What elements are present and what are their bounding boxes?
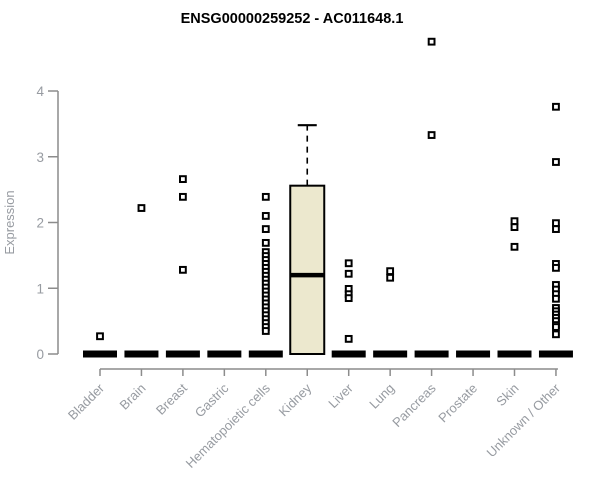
outlier-marker bbox=[261, 327, 270, 335]
outlier-marker bbox=[552, 294, 560, 303]
outlier-marker bbox=[427, 37, 436, 46]
outlier-marker bbox=[261, 238, 270, 247]
outlier-marker bbox=[552, 225, 560, 233]
outlier-marker bbox=[386, 267, 395, 276]
outlier-marker bbox=[179, 175, 187, 184]
box-group-skin bbox=[497, 217, 532, 358]
outlier-marker bbox=[261, 192, 270, 201]
box-group-hematopoietic-cells bbox=[248, 192, 283, 358]
box-group-gastric bbox=[207, 350, 242, 358]
chart-title: ENSG00000259252 - AC011648.1 bbox=[181, 11, 404, 27]
box-group-liver bbox=[331, 259, 366, 358]
collapsed-box bbox=[414, 350, 449, 358]
box-group-kidney bbox=[289, 124, 326, 355]
outlier-marker bbox=[510, 242, 519, 251]
y-tick-label: 0 bbox=[36, 347, 44, 362]
outlier-marker bbox=[552, 102, 560, 111]
collapsed-box bbox=[83, 350, 117, 358]
x-tick-label-brain: Brain bbox=[116, 381, 148, 413]
x-tick-label-prostate: Prostate bbox=[435, 381, 480, 426]
outlier-marker bbox=[552, 330, 560, 339]
x-tick-label-gastric: Gastric bbox=[192, 380, 232, 420]
outlier-marker bbox=[137, 204, 146, 212]
box-group-pancreas bbox=[414, 37, 449, 358]
collapsed-box bbox=[456, 350, 491, 358]
outlier-marker bbox=[179, 265, 187, 274]
collapsed-box bbox=[373, 350, 408, 358]
outlier-marker bbox=[510, 223, 519, 232]
collapsed-box bbox=[497, 350, 532, 358]
outlier-marker bbox=[344, 269, 353, 278]
x-tick-label-lung: Lung bbox=[366, 381, 397, 412]
box-group-lung bbox=[373, 267, 408, 358]
outlier-marker bbox=[427, 131, 436, 139]
collapsed-box bbox=[248, 350, 283, 358]
y-axis-title: Expression bbox=[2, 190, 17, 254]
outlier-marker bbox=[552, 158, 560, 166]
x-tick-label-bladder: Bladder bbox=[65, 380, 108, 423]
box-group-unknown-other bbox=[538, 102, 573, 358]
box-group-prostate bbox=[456, 350, 491, 358]
y-tick-label: 2 bbox=[36, 216, 44, 231]
outlier-marker bbox=[552, 263, 560, 272]
outlier-marker bbox=[261, 212, 270, 220]
x-tick-label-unknown-other: Unknown / Other bbox=[483, 380, 563, 460]
collapsed-box bbox=[538, 350, 573, 358]
x-tick-label-skin: Skin bbox=[493, 381, 521, 409]
box bbox=[289, 184, 326, 355]
outlier-marker bbox=[344, 334, 353, 343]
y-tick-label: 3 bbox=[36, 150, 44, 165]
x-tick-label-pancreas: Pancreas bbox=[389, 380, 439, 430]
outlier-marker bbox=[386, 273, 395, 282]
box-group-bladder bbox=[83, 332, 117, 358]
collapsed-box bbox=[124, 350, 159, 358]
y-tick-label: 1 bbox=[36, 281, 44, 296]
x-tick-label-liver: Liver bbox=[325, 380, 356, 411]
outlier-marker bbox=[179, 192, 187, 201]
outlier-marker bbox=[96, 332, 104, 341]
outlier-marker bbox=[261, 225, 270, 233]
outlier-marker bbox=[344, 259, 353, 268]
box-group-brain bbox=[124, 204, 159, 358]
outlier-marker bbox=[552, 323, 560, 331]
collapsed-box bbox=[165, 350, 200, 358]
y-tick-label: 4 bbox=[36, 84, 44, 99]
box-group-breast bbox=[165, 175, 200, 358]
y-axis: 0 1 2 3 4 Expression bbox=[2, 84, 59, 362]
x-tick-label-breast: Breast bbox=[153, 380, 190, 417]
collapsed-box bbox=[207, 350, 242, 358]
outlier-marker bbox=[344, 294, 353, 303]
collapsed-box bbox=[331, 350, 366, 358]
x-tick-label-kidney: Kidney bbox=[276, 380, 315, 419]
